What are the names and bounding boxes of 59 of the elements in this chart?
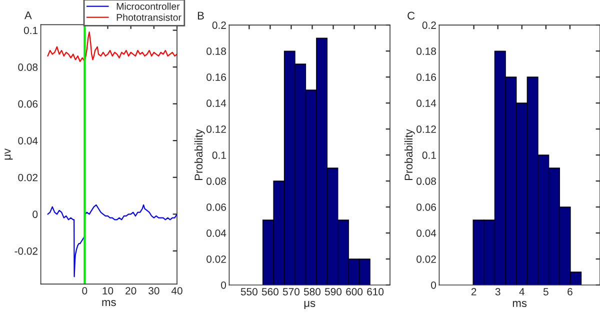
legend-label: Phototransistor xyxy=(116,14,182,21)
x-tick-label: 600 xyxy=(346,288,363,296)
y-tick-label: 0.1 xyxy=(422,152,436,159)
y-tick-label: -0.02 xyxy=(14,247,38,255)
y-tick-label: 0.08 xyxy=(416,178,436,185)
x-tick-label: 570 xyxy=(282,288,300,296)
x-axis-title: ms xyxy=(512,300,527,308)
y-axis-title: μv xyxy=(4,148,13,160)
y-tick-label: 0.02 xyxy=(206,255,226,263)
y-tick-label: 0 xyxy=(431,281,436,289)
line-series xyxy=(47,204,177,278)
y-tick-label: 0.14 xyxy=(206,100,226,107)
y-tick-label: 0.2 xyxy=(422,22,436,29)
y-tick-label: 0.06 xyxy=(206,204,226,211)
x-axis-title: ms xyxy=(102,300,116,306)
x-tick-label: 590 xyxy=(324,288,342,296)
y-tick-label: 0.16 xyxy=(416,74,436,81)
legend-label: Microcontroller xyxy=(116,2,180,10)
x-tick-label: 610 xyxy=(367,288,384,296)
y-tick-label: 0.12 xyxy=(206,126,226,133)
chart-title: A xyxy=(24,12,32,20)
y-tick-label: 0.1 xyxy=(24,26,38,34)
chart-title: B xyxy=(198,12,204,20)
y-tick-label: 0.02 xyxy=(416,255,436,263)
x-tick-label: 0 xyxy=(82,287,88,294)
y-tick-label: 0.18 xyxy=(206,48,226,55)
y-tick-label: 0.14 xyxy=(416,100,436,107)
y-tick-label: 0.08 xyxy=(206,178,226,185)
x-tick-label: 10 xyxy=(102,287,114,294)
x-axis-title: μs xyxy=(304,300,316,310)
x-tick-label: 40 xyxy=(171,287,182,294)
x-tick-label: 560 xyxy=(262,288,278,296)
x-tick-label: 3 xyxy=(495,288,500,296)
x-tick-label: 2 xyxy=(471,288,476,296)
x-tick-label: 4 xyxy=(519,288,524,296)
x-tick-label: 20 xyxy=(126,287,136,294)
x-tick-label: 6 xyxy=(568,288,572,296)
y-tick-label: 0.04 xyxy=(416,229,436,237)
x-tick-label: 580 xyxy=(304,288,321,296)
y-tick-label: 0.16 xyxy=(206,74,226,81)
y-tick-label: 0 xyxy=(32,210,38,218)
y-tick-label: 0.2 xyxy=(212,22,226,29)
x-tick-label: 5 xyxy=(543,288,548,296)
y-tick-label: 0.04 xyxy=(18,137,38,144)
y-tick-label: 0.12 xyxy=(416,126,436,133)
line-series xyxy=(47,32,177,62)
y-axis-title: Probability xyxy=(404,129,415,180)
y-tick-label: 0.04 xyxy=(206,229,226,237)
x-tick-label: 550 xyxy=(240,288,258,296)
y-tick-label: 0 xyxy=(221,281,226,289)
x-tick-label: 30 xyxy=(148,287,160,294)
y-axis-title: Probability xyxy=(194,129,205,180)
y-tick-label: 0.18 xyxy=(416,48,436,55)
y-tick-label: 0.08 xyxy=(18,64,38,71)
y-tick-label: 0.1 xyxy=(212,152,226,159)
y-tick-label: 0.06 xyxy=(18,100,38,108)
y-tick-label: 0.06 xyxy=(416,204,436,211)
y-tick-label: 0.02 xyxy=(18,174,38,182)
chart-title: C xyxy=(408,12,415,20)
